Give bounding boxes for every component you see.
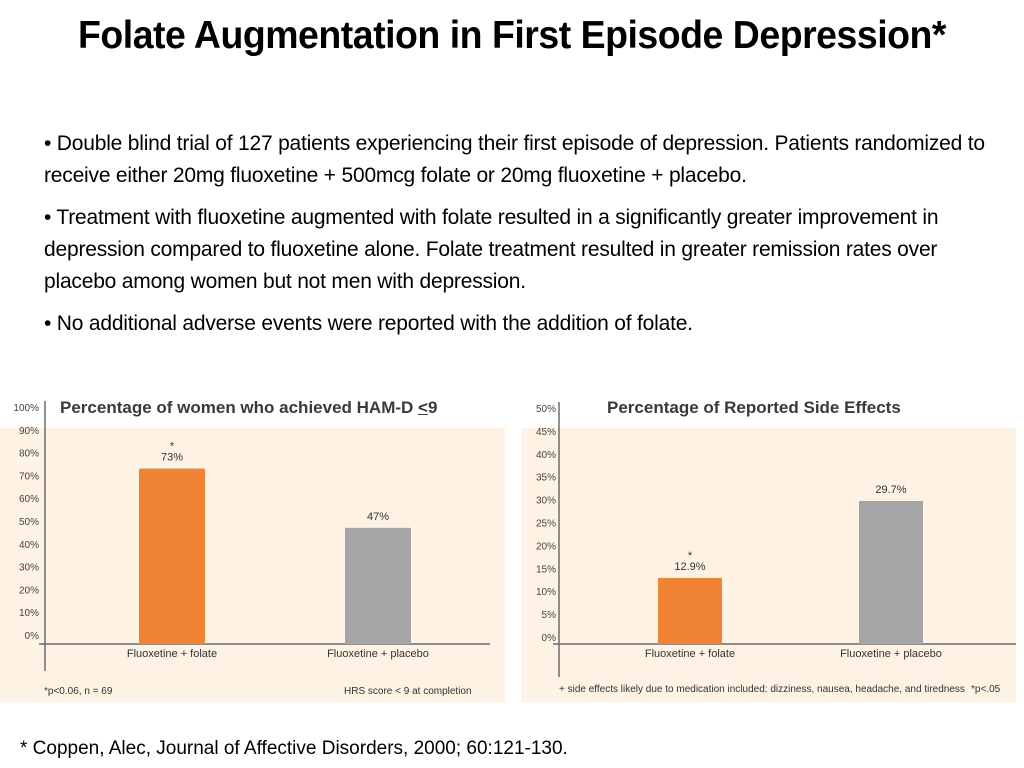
y-tick-label: 50%: [19, 517, 39, 528]
chart-title-prefix: Percentage of women who achieved HAM-D: [60, 398, 419, 417]
x-tick-label: Fluoxetine + placebo: [840, 648, 942, 660]
y-tick-label: 15%: [536, 564, 556, 575]
y-tick-label: 10%: [536, 587, 556, 598]
bar: [139, 468, 205, 644]
significance-marker: *: [170, 441, 175, 453]
bar: [345, 527, 411, 644]
women-remission-chart: 0% 10% 20% 30% 40% 50% 60% 70% 80% 90% 100% 73% * Flu…: [0, 396, 505, 702]
y-tick-label: 100%: [13, 403, 39, 414]
x-tick-label: Fluoxetine + folate: [127, 648, 217, 660]
y-tick-label: 50%: [536, 404, 556, 415]
chart-footnote-right: *p<.05: [971, 684, 1001, 695]
y-tick-label: 40%: [19, 540, 39, 551]
plot-background: [521, 428, 1016, 702]
y-tick-label: 30%: [536, 496, 556, 507]
y-tick-label: 40%: [536, 450, 556, 461]
data-label: 47%: [367, 511, 389, 523]
y-tick-label: 30%: [19, 563, 39, 574]
chart-footnote-left: + side effects likely due to medication …: [559, 684, 965, 695]
chart-title: Percentage of Reported Side Effects: [607, 398, 901, 417]
y-tick-label: 10%: [19, 608, 39, 619]
data-label: 12.9%: [674, 561, 705, 573]
y-tick-label: 20%: [19, 585, 39, 596]
y-tick-label: 90%: [19, 426, 39, 437]
bar: [859, 500, 923, 644]
data-label: 73%: [161, 452, 183, 464]
y-tick-label: 20%: [536, 541, 556, 552]
chart-footnote-right: HRS score < 9 at completion: [344, 686, 472, 697]
data-label: 29.7%: [875, 484, 906, 496]
chart-footnote-left: *p<0.06, n = 69: [44, 686, 113, 697]
bar: [658, 577, 722, 644]
x-tick-label: Fluoxetine + folate: [645, 648, 735, 660]
bullet-item: • Treatment with fluoxetine augmented wi…: [44, 206, 939, 293]
significance-marker: *: [688, 550, 693, 562]
y-tick-label: 0%: [542, 633, 557, 644]
chart-title-symbol: <: [418, 398, 428, 417]
bullet-list: • Double blind trial of 127 patients exp…: [44, 128, 994, 350]
y-tick-label: 60%: [19, 494, 39, 505]
x-tick-label: Fluoxetine + placebo: [327, 648, 429, 660]
y-tick-label: 45%: [536, 427, 556, 438]
chart-title: Percentage of women who achieved HAM-D <…: [60, 398, 437, 418]
slide-title: Folate Augmentation in First Episode Dep…: [77, 14, 947, 57]
side-effects-chart: 0% 5% 10% 15% 20% 25% 30% 35% 40% 45% 50% 12.9% * Flu…: [521, 396, 1016, 702]
y-tick-label: 5%: [542, 610, 557, 621]
bullet-item: • Double blind trial of 127 patients exp…: [44, 132, 985, 187]
y-tick-label: 80%: [19, 449, 39, 460]
chart-title-suffix: 9: [427, 398, 438, 417]
y-tick-label: 70%: [19, 471, 39, 482]
bullet-item: • No additional adverse events were repo…: [44, 312, 693, 335]
side-effects-chart-svg: 0% 5% 10% 15% 20% 25% 30% 35% 40% 45% 50% 12.9%* Flu…: [521, 402, 1016, 702]
y-tick-label: 35%: [536, 473, 556, 484]
y-tick-label: 0%: [25, 631, 40, 642]
citation: * Coppen, Alec, Journal of Affective Dis…: [20, 738, 568, 759]
women-remission-chart-svg: 0% 10% 20% 30% 40% 50% 60% 70% 80% 90% 100% 73%* Flu…: [0, 401, 505, 702]
y-tick-label: 25%: [536, 519, 556, 530]
plot-background: [0, 428, 505, 702]
